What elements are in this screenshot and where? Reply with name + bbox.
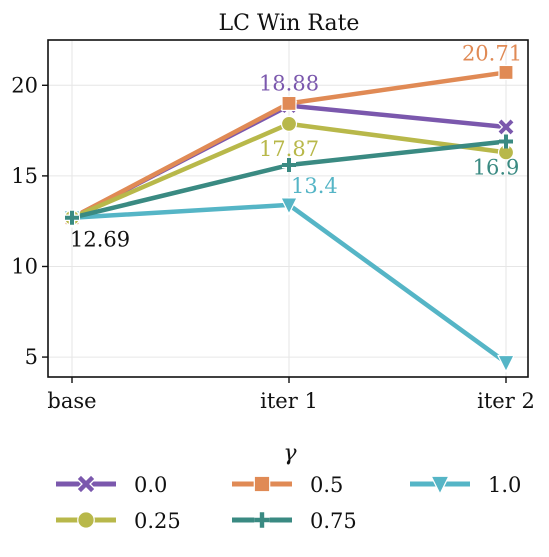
- legend-label: 0.75: [310, 509, 357, 533]
- annotation-layer: 12.69 18.88 17.87 13.4 20.71 16.9: [70, 41, 522, 251]
- x-tick-label: iter 2: [477, 389, 535, 413]
- data-point-0-25-iter-1: [280, 115, 298, 132]
- legend-swatch-marker: [76, 474, 96, 494]
- data-point-1-0-iter-1: [280, 197, 298, 216]
- data-label: 12.69: [70, 228, 130, 252]
- marker-layer: [63, 64, 515, 373]
- legend-title: γ: [283, 441, 297, 466]
- legend-swatch-marker: [77, 511, 95, 529]
- legend-item-1-0: 1.0: [410, 473, 521, 497]
- legend-swatch-marker: [253, 475, 271, 493]
- legend-label: 1.0: [488, 473, 521, 497]
- y-tick-label: 20: [11, 73, 38, 97]
- legend-swatch-marker: [254, 512, 270, 528]
- legend-item-0-25: 0.25: [56, 509, 181, 533]
- legend-swatch-marker: [430, 475, 450, 496]
- data-label: 17.87: [259, 137, 319, 161]
- data-point-0-75-base: [65, 210, 79, 225]
- y-tick-label: 15: [11, 164, 38, 188]
- data-point-1-0-iter-2: [497, 354, 515, 373]
- data-label: 13.4: [291, 174, 338, 198]
- y-tick-label: 10: [11, 254, 38, 278]
- axes: 5 10 15 20 base iter 1 iter 2: [11, 73, 535, 413]
- x-tick-label: iter 1: [260, 389, 318, 413]
- legend-item-0-75: 0.75: [232, 509, 357, 533]
- legend-label: 0.25: [134, 509, 181, 533]
- data-point-0-75-iter-1: [282, 158, 296, 173]
- chart-title: LC Win Rate: [219, 11, 360, 36]
- x-tick-label: base: [47, 389, 96, 413]
- data-point-0-0-iter-2: [497, 118, 515, 136]
- legend-item-0-5: 0.5: [232, 473, 343, 497]
- legend-label: 0.5: [310, 473, 343, 497]
- y-tick-label: 5: [25, 345, 38, 369]
- plot-frame: [47, 39, 529, 378]
- data-point-0-5-iter-1: [281, 95, 297, 112]
- data-point-0-5-iter-2: [498, 64, 514, 81]
- data-point-0-75-iter-2: [499, 134, 513, 149]
- legend-label: 0.0: [134, 473, 167, 497]
- data-label: 16.9: [473, 155, 520, 179]
- legend: γ 0.0 0.5 1.0 0.25 0.75: [56, 441, 521, 533]
- legend-item-0-0: 0.0: [56, 473, 167, 497]
- data-label: 18.88: [259, 72, 319, 96]
- data-label: 20.71: [462, 41, 522, 65]
